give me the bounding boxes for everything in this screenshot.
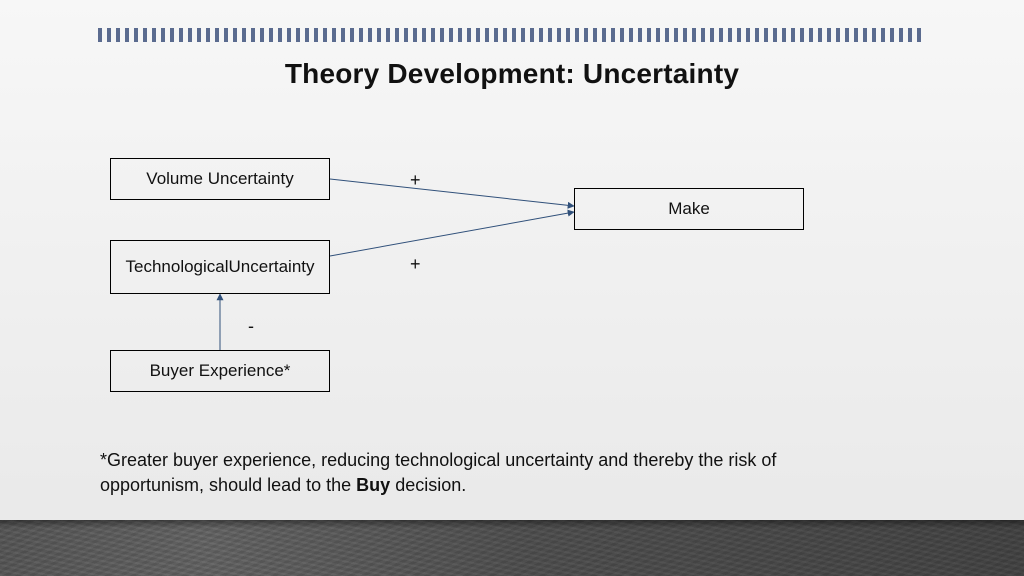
decorative-stripe — [98, 28, 926, 42]
node-volume: Volume Uncertainty — [110, 158, 330, 200]
page-title: Theory Development: Uncertainty — [0, 58, 1024, 90]
edge-tech-to-make — [330, 212, 574, 256]
ground-texture — [0, 520, 1024, 576]
footnote: *Greater buyer experience, reducing tech… — [100, 448, 860, 498]
node-tech: TechnologicalUncertainty — [110, 240, 330, 294]
footnote-suffix: decision. — [390, 475, 466, 495]
edge-label-volume-make: + — [410, 170, 421, 191]
node-buyer: Buyer Experience* — [110, 350, 330, 392]
edge-label-buyer-tech: - — [248, 316, 254, 337]
flowchart-diagram: Volume Uncertainty TechnologicalUncertain… — [0, 128, 1024, 428]
footnote-bold: Buy — [356, 475, 390, 495]
edge-label-tech-make: + — [410, 254, 421, 275]
edge-volume-to-make — [330, 179, 574, 206]
node-make: Make — [574, 188, 804, 230]
